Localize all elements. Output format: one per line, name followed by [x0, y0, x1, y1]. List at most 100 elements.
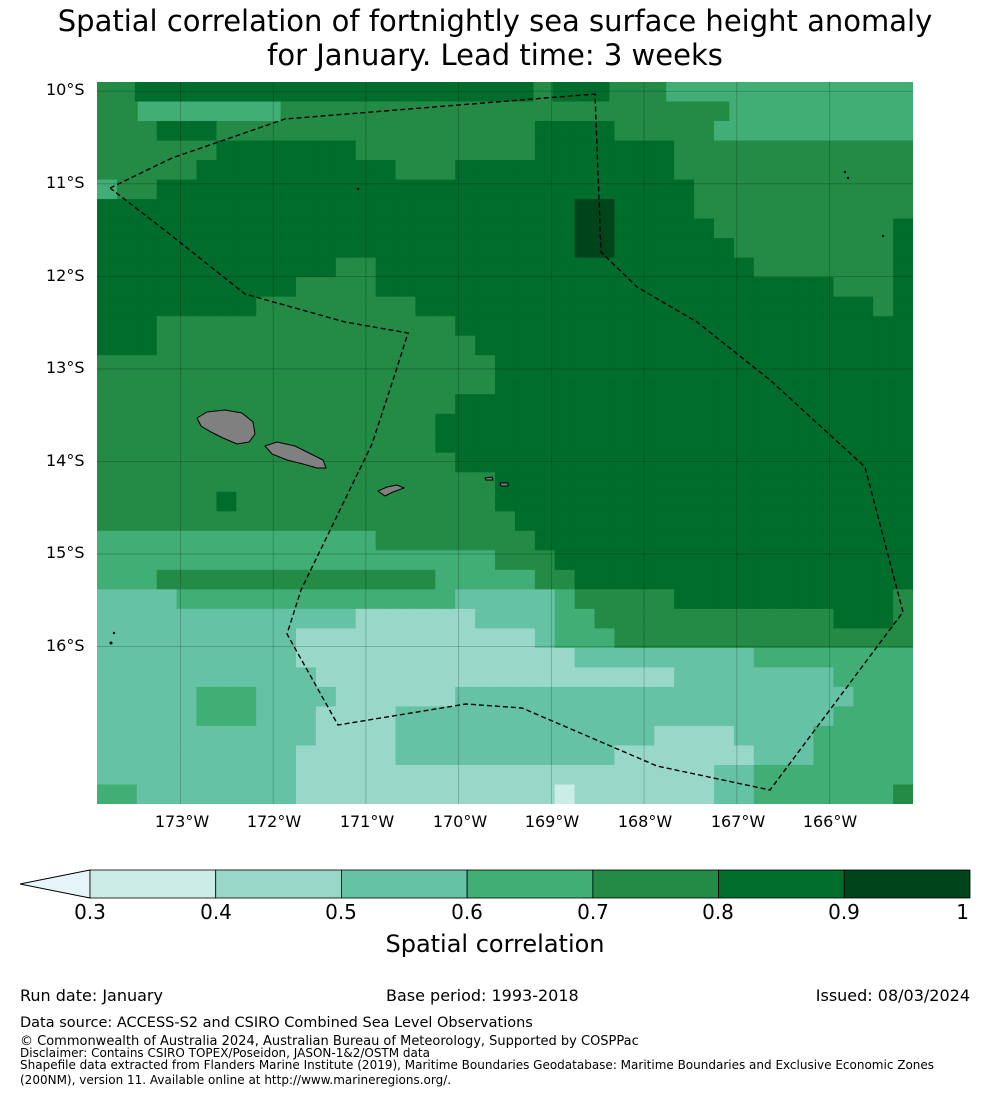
correlation-cell — [853, 764, 874, 786]
correlation-cell — [403, 101, 424, 122]
correlation-cell — [116, 140, 138, 161]
correlation-cell — [813, 647, 834, 668]
correlation-cell — [315, 491, 337, 512]
shapefile-credit-1: Shapefile data extracted from Flanders M… — [20, 1058, 935, 1072]
correlation-cell — [375, 452, 397, 473]
correlation-cell — [355, 628, 377, 649]
correlation-cell — [873, 589, 894, 610]
correlation-cell — [395, 218, 417, 239]
correlation-cell — [315, 296, 337, 317]
correlation-cell — [435, 199, 456, 220]
correlation-cell — [753, 491, 775, 512]
correlation-cell — [97, 179, 118, 200]
correlation-cell — [216, 472, 237, 493]
correlation-cell — [594, 355, 616, 376]
correlation-cell — [594, 374, 616, 395]
correlation-cell — [793, 569, 815, 590]
correlation-cell — [753, 140, 775, 161]
correlation-cell — [176, 784, 198, 804]
correlation-cell — [514, 374, 536, 395]
correlation-cell — [236, 257, 257, 278]
correlation-cell — [773, 394, 795, 415]
correlation-cell — [276, 335, 297, 356]
correlation-cell — [276, 784, 297, 804]
correlation-cell — [116, 647, 138, 668]
correlation-cell — [256, 413, 277, 434]
correlation-cell — [276, 686, 297, 708]
correlation-cell — [534, 628, 556, 649]
correlation-cell — [514, 511, 536, 532]
correlation-cell — [753, 530, 775, 551]
correlation-cell — [853, 394, 874, 415]
correlation-cell — [773, 511, 795, 532]
correlation-cell — [742, 82, 762, 103]
correlation-cell — [335, 706, 357, 727]
correlation-cell — [674, 238, 695, 259]
correlation-cell — [156, 745, 178, 766]
correlation-cell — [415, 413, 436, 434]
correlation-cell — [276, 277, 297, 298]
correlation-cell — [688, 101, 710, 122]
correlation-cell — [495, 706, 516, 727]
correlation-cell — [315, 121, 337, 142]
correlation-cell — [793, 491, 815, 512]
correlation-cell — [196, 452, 218, 473]
correlation-cell — [694, 394, 715, 415]
correlation-cell — [554, 550, 576, 571]
correlation-cell — [634, 296, 655, 317]
correlation-cell — [654, 218, 675, 239]
correlation-cell — [435, 530, 456, 551]
correlation-cell — [495, 335, 516, 356]
correlation-cell — [335, 277, 357, 298]
correlation-cell — [475, 589, 496, 610]
correlation-cell — [395, 179, 417, 200]
correlation-grid-cells — [97, 82, 913, 804]
correlation-cell — [435, 745, 456, 766]
correlation-cell — [276, 179, 297, 200]
correlation-cell — [607, 101, 628, 122]
correlation-cell — [136, 316, 158, 337]
correlation-cell — [534, 784, 556, 804]
correlation-cell — [634, 647, 655, 668]
correlation-cell — [733, 472, 755, 493]
correlation-cell — [495, 140, 516, 161]
correlation-cell — [614, 140, 635, 161]
correlation-cell — [654, 647, 675, 668]
correlation-cell — [833, 238, 854, 259]
correlation-cell — [455, 706, 476, 727]
correlation-cell — [873, 530, 894, 551]
correlation-cell — [614, 628, 635, 649]
correlation-cell — [196, 140, 218, 161]
correlation-cell — [813, 121, 834, 142]
correlation-cell — [455, 433, 476, 454]
correlation-cell — [236, 238, 257, 259]
correlation-cell — [574, 218, 596, 239]
correlation-cell — [713, 550, 735, 571]
correlation-cell — [455, 647, 476, 668]
correlation-cell — [236, 491, 257, 512]
lon-label-167w: 167°W — [710, 812, 766, 831]
correlation-cell — [853, 784, 874, 804]
correlation-cell — [694, 452, 715, 473]
correlation-cell — [276, 296, 297, 317]
correlation-cell — [813, 491, 834, 512]
correlation-cell — [853, 667, 874, 688]
correlation-cell — [634, 764, 655, 786]
correlation-cell — [634, 452, 655, 473]
run-date: Run date: January — [20, 986, 163, 1005]
correlation-cell — [415, 433, 436, 454]
correlation-cell — [674, 608, 695, 629]
correlation-cell — [276, 725, 297, 747]
correlation-cell — [97, 511, 118, 532]
correlation-cell — [614, 238, 635, 259]
correlation-cell — [831, 101, 853, 122]
correlation-cell — [554, 374, 576, 395]
correlation-cell — [713, 589, 735, 610]
correlation-cell — [793, 296, 815, 317]
correlation-cell — [674, 140, 695, 161]
correlation-cell — [216, 140, 237, 161]
correlation-cell — [475, 745, 496, 766]
correlation-cell — [256, 121, 277, 142]
correlation-cell — [733, 550, 755, 571]
correlation-cell — [654, 628, 675, 649]
